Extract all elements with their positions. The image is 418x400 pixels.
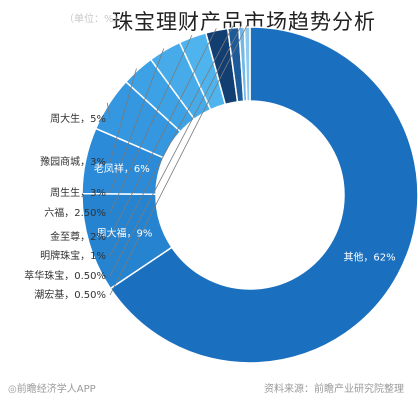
slice-label-4: 豫园商城，3%	[40, 155, 106, 168]
slice-0	[109, 26, 418, 364]
unit-hint: （单位：%）	[64, 14, 124, 25]
leader-line-10	[109, 24, 248, 296]
leader-line-8	[109, 25, 234, 257]
slice-label-7: 金至尊，2%	[50, 230, 106, 243]
slices-layer	[81, 26, 418, 364]
slice-label-10: 潮宏基，0.50%	[34, 288, 106, 301]
leader-line-6	[109, 35, 193, 214]
slice-label-0: 其他，62%	[343, 251, 395, 264]
slice-label-9: 萃华珠宝，0.50%	[24, 269, 106, 282]
slice-label-2: 老凤祥，6%	[94, 162, 150, 175]
slice-label-1: 周大福，9%	[97, 227, 153, 240]
footer-source-text: 资料来源：前瞻产业研究院整理	[264, 384, 404, 395]
footer-logo-text: ◎前瞻经济学人APP	[8, 384, 96, 395]
slice-label-8: 明牌珠宝，1%	[40, 249, 106, 262]
leader-line-9	[109, 25, 242, 277]
leader-line-7	[109, 28, 217, 238]
leader-line-5	[109, 48, 165, 194]
leader-line-4	[109, 68, 137, 163]
slice-label-5: 周生生，3%	[50, 186, 106, 199]
slice-label-3: 周大生，5%	[50, 112, 106, 125]
leader-lines-layer	[106, 24, 248, 296]
labels-layer: 其他，62% 周大福，9% 老凤祥，6% 周大生，5% 豫园商城，3% 周生生，3% 六福，…	[24, 112, 395, 301]
leader-line-3	[106, 102, 111, 120]
slice-label-6: 六福，2.50%	[44, 206, 106, 219]
